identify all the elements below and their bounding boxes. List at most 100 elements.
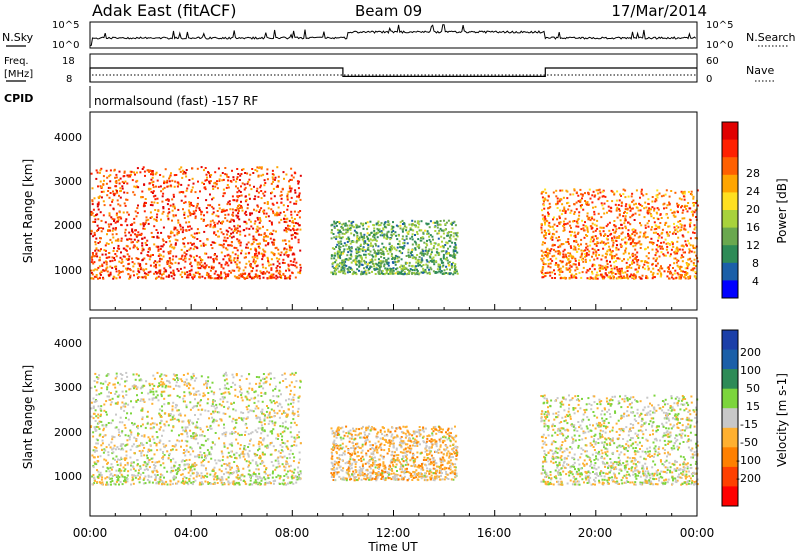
- heatmap-cell: [263, 382, 265, 384]
- heatmap-cell: [344, 267, 346, 269]
- heatmap-cell: [634, 229, 636, 231]
- heatmap-cell: [588, 254, 590, 256]
- heatmap-cell: [541, 232, 543, 234]
- heatmap-cell: [665, 239, 667, 241]
- heatmap-cell: [204, 253, 206, 255]
- freq-tick-low: 8: [66, 74, 72, 85]
- heatmap-cell: [626, 274, 628, 276]
- heatmap-cell: [112, 191, 114, 193]
- heatmap-cell: [676, 252, 678, 254]
- heatmap-cell: [114, 177, 116, 179]
- heatmap-cell: [92, 235, 94, 237]
- heatmap-cell: [223, 424, 225, 426]
- heatmap-cell: [237, 249, 239, 251]
- heatmap-cell: [165, 241, 167, 243]
- heatmap-cell: [157, 210, 159, 212]
- heatmap-cell: [584, 256, 586, 258]
- heatmap-cell: [200, 245, 202, 247]
- heatmap-cell: [213, 242, 215, 244]
- heatmap-cell: [455, 232, 457, 234]
- heatmap-cell: [694, 276, 696, 278]
- heatmap-cell: [108, 454, 110, 456]
- heatmap-cell: [213, 211, 215, 213]
- heatmap-cell: [663, 241, 665, 243]
- heatmap-cell: [195, 217, 197, 219]
- heatmap-cell: [161, 201, 163, 203]
- heatmap-cell: [188, 179, 190, 181]
- heatmap-cell: [157, 232, 159, 234]
- heatmap-cell: [257, 196, 259, 198]
- heatmap-cell: [255, 274, 257, 276]
- power-heatmap-cells: [90, 166, 699, 280]
- heatmap-cell: [172, 270, 174, 272]
- heatmap-cell: [162, 238, 164, 240]
- heatmap-cell: [133, 222, 135, 224]
- heatmap-cell: [168, 274, 170, 276]
- heatmap-cell: [269, 220, 271, 222]
- heatmap-cell: [592, 223, 594, 225]
- heatmap-cell: [100, 455, 102, 457]
- heatmap-cell: [592, 207, 594, 209]
- heatmap-cell: [577, 233, 579, 235]
- heatmap-cell: [609, 261, 611, 263]
- heatmap-cell: [191, 265, 193, 267]
- heatmap-cell: [351, 247, 353, 249]
- heatmap-cell: [203, 220, 205, 222]
- heatmap-cell: [225, 247, 227, 249]
- heatmap-cell: [259, 270, 261, 272]
- heatmap-cell: [631, 261, 633, 263]
- heatmap-cell: [551, 236, 553, 238]
- heatmap-cell: [106, 183, 108, 185]
- heatmap-cell: [154, 378, 156, 380]
- heatmap-cell: [350, 243, 352, 245]
- heatmap-cell: [424, 253, 426, 255]
- heatmap-cell: [246, 398, 248, 400]
- heatmap-cell: [251, 398, 253, 400]
- heatmap-cell: [104, 204, 106, 206]
- heatmap-cell: [281, 198, 283, 200]
- heatmap-cell: [101, 191, 103, 193]
- heatmap-cell: [189, 470, 191, 472]
- heatmap-cell: [167, 215, 169, 217]
- heatmap-cell: [611, 257, 613, 259]
- heatmap-cell: [597, 237, 599, 239]
- heatmap-cell: [271, 401, 273, 403]
- heatmap-cell: [376, 240, 378, 242]
- heatmap-cell: [215, 258, 217, 260]
- heatmap-cell: [243, 269, 245, 271]
- heatmap-cell: [627, 259, 629, 261]
- heatmap-cell: [263, 254, 265, 256]
- heatmap-cell: [208, 451, 210, 453]
- heatmap-cell: [387, 253, 389, 255]
- heatmap-cell: [229, 208, 231, 210]
- heatmap-cell: [353, 271, 355, 273]
- heatmap-cell: [137, 268, 139, 270]
- heatmap-cell: [587, 249, 589, 251]
- heatmap-cell: [122, 449, 124, 451]
- heatmap-cell: [638, 203, 640, 205]
- heatmap-cell: [284, 443, 286, 445]
- heatmap-cell: [265, 267, 267, 269]
- heatmap-cell: [683, 252, 685, 254]
- heatmap-cell: [92, 203, 94, 205]
- heatmap-cell: [608, 210, 610, 212]
- heatmap-cell: [578, 215, 580, 217]
- heatmap-cell: [271, 241, 273, 243]
- heatmap-cell: [232, 232, 234, 234]
- heatmap-cell: [660, 248, 662, 250]
- heatmap-cell: [97, 225, 99, 227]
- heatmap-cell: [220, 228, 222, 230]
- heatmap-cell: [136, 273, 138, 275]
- heatmap-cell: [439, 268, 441, 270]
- heatmap-cell: [550, 263, 552, 265]
- heatmap-cell: [228, 176, 230, 178]
- heatmap-cell: [273, 244, 275, 246]
- heatmap-cell: [623, 222, 625, 224]
- heatmap-cell: [633, 278, 635, 280]
- heatmap-cell: [170, 205, 172, 207]
- heatmap-cell: [195, 272, 197, 274]
- heatmap-cell: [358, 248, 360, 250]
- heatmap-cell: [220, 175, 222, 177]
- heatmap-cell: [289, 185, 291, 187]
- heatmap-cell: [291, 175, 293, 177]
